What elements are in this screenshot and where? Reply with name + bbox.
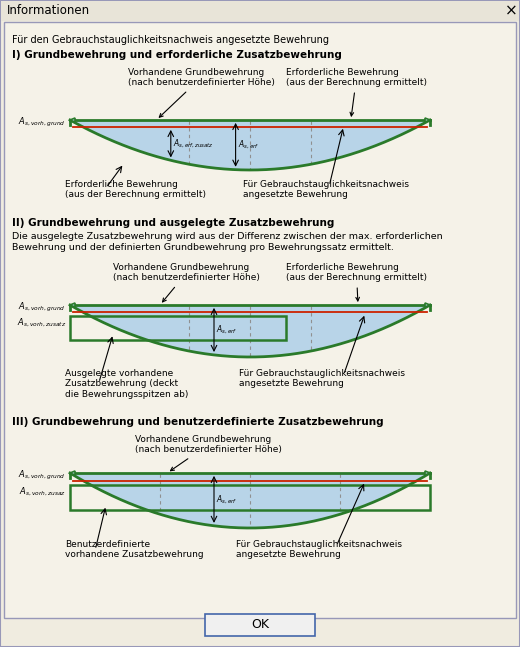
Polygon shape	[70, 120, 430, 170]
Text: Ausgelegte vorhandene
Zusatzbewehrung (deckt
die Bewehrungsspitzen ab): Ausgelegte vorhandene Zusatzbewehrung (d…	[65, 369, 188, 399]
Bar	[70, 316, 286, 340]
Text: Erforderliche Bewehrung
(aus der Berechnung ermittelt): Erforderliche Bewehrung (aus der Berechn…	[286, 263, 427, 301]
Polygon shape	[425, 303, 430, 307]
Text: Vorhandene Grundbewehrung
(nach benutzerdefinierter Höhe): Vorhandene Grundbewehrung (nach benutzer…	[113, 263, 260, 302]
Text: ×: ×	[504, 3, 517, 19]
Text: $A_{s,erf}$: $A_{s,erf}$	[216, 324, 237, 336]
Text: Für den Gebrauchstauglichkeitsnachweis angesetzte Bewehrung: Für den Gebrauchstauglichkeitsnachweis a…	[12, 35, 329, 45]
Text: $A_{s,vorh,zusaz}$: $A_{s,vorh,zusaz}$	[19, 486, 66, 498]
Text: I) Grundbewehrung und erforderliche Zusatzbewehrung: I) Grundbewehrung und erforderliche Zusa…	[12, 50, 342, 60]
Text: $A_{s,erf}$: $A_{s,erf}$	[238, 138, 259, 151]
Text: Bewehrung und der definierten Grundbewehrung pro Bewehrungssatz ermittelt.: Bewehrung und der definierten Grundbeweh…	[12, 243, 394, 252]
Bar	[205, 614, 315, 636]
Text: Informationen: Informationen	[7, 5, 90, 17]
Text: Für Gebrauchstauglichkeitsnachweis
angesetzte Bewehrung: Für Gebrauchstauglichkeitsnachweis anges…	[239, 369, 405, 388]
Text: Benutzerdefinierte
vorhandene Zusatzbewehrung: Benutzerdefinierte vorhandene Zusatzbewe…	[65, 540, 204, 560]
Polygon shape	[425, 118, 430, 122]
Text: III) Grundbewehrung und benutzerdefinierte Zusatzbewehrung: III) Grundbewehrung und benutzerdefinier…	[12, 417, 384, 427]
Text: $A_{s,vorh,zusatz}$: $A_{s,vorh,zusatz}$	[17, 317, 66, 329]
Polygon shape	[70, 303, 75, 307]
Text: Für Gebrauchstauglichkeitsnachweis
angesetzte Bewehrung: Für Gebrauchstauglichkeitsnachweis anges…	[236, 540, 401, 560]
Text: Vorhandene Grundbewehrung
(nach benutzerdefinierter Höhe): Vorhandene Grundbewehrung (nach benutzer…	[127, 68, 275, 117]
Text: Die ausgelegte Zusatzbewehrung wird aus der Differenz zwischen der max. erforder: Die ausgelegte Zusatzbewehrung wird aus …	[12, 232, 443, 241]
Bar	[70, 485, 430, 510]
Text: Für Gebrauchstauglichkeitsnachweis
angesetzte Bewehrung: Für Gebrauchstauglichkeitsnachweis anges…	[243, 180, 409, 199]
Polygon shape	[70, 473, 430, 528]
Text: $A_{s,vorh,grund}$: $A_{s,vorh,grund}$	[18, 300, 66, 314]
Polygon shape	[70, 471, 75, 475]
Text: OK: OK	[251, 619, 269, 631]
Polygon shape	[70, 305, 430, 357]
Text: II) Grundbewehrung und ausgelegte Zusatzbewehrung: II) Grundbewehrung und ausgelegte Zusatz…	[12, 218, 334, 228]
Text: Vorhandene Grundbewehrung
(nach benutzerdefinierter Höhe): Vorhandene Grundbewehrung (nach benutzer…	[135, 435, 282, 471]
Polygon shape	[425, 471, 430, 475]
Text: $A_{s,vorh,grund}$: $A_{s,vorh,grund}$	[18, 468, 66, 481]
Text: $A_{s,erf}$: $A_{s,erf}$	[216, 493, 237, 505]
Text: $A_{s,erf,zusatz}$: $A_{s,erf,zusatz}$	[173, 138, 213, 150]
Bar	[1, 1, 519, 21]
Text: Erforderliche Bewehrung
(aus der Berechnung ermittelt): Erforderliche Bewehrung (aus der Berechn…	[65, 180, 206, 199]
Polygon shape	[70, 118, 75, 122]
Text: Erforderliche Bewehrung
(aus der Berechnung ermittelt): Erforderliche Bewehrung (aus der Berechn…	[286, 68, 427, 116]
Text: $A_{s,vorh,grund}$: $A_{s,vorh,grund}$	[18, 115, 66, 129]
